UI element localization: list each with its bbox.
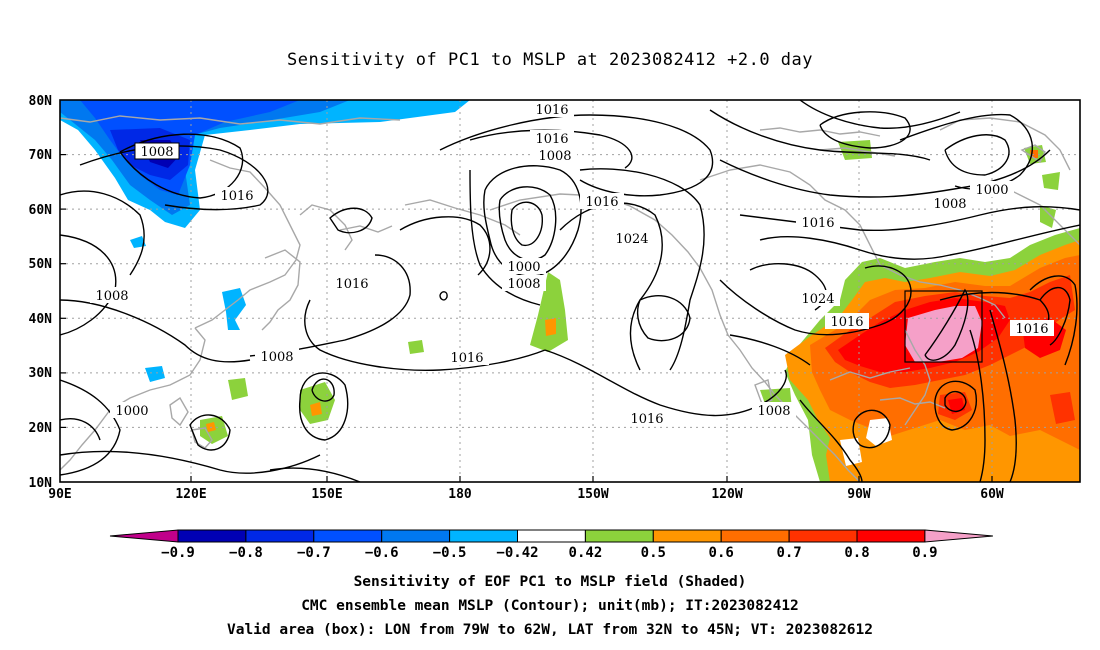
contour-label: 1016 <box>1015 322 1048 337</box>
contour-label: 1008 <box>260 350 293 365</box>
contour-label: 1016 <box>585 195 618 210</box>
lon-label-120w: 120W <box>711 487 742 502</box>
lat-label-20n: 20N <box>29 421 53 436</box>
lat-label-10n: 10N <box>29 476 53 491</box>
lat-label-40n: 40N <box>29 312 53 327</box>
lon-label-120e: 120E <box>175 487 206 502</box>
contour-label: 1000 <box>115 404 148 419</box>
contour-label: 1016 <box>830 315 863 330</box>
lon-label-150w: 150W <box>577 487 608 502</box>
colorbar-arrow-low <box>109 529 179 543</box>
contour-label: 1008 <box>507 277 540 292</box>
colorbar-tick-label: −0.5 <box>433 545 467 561</box>
lat-label-30n: 30N <box>29 366 53 381</box>
colorbar-segment <box>856 529 926 543</box>
lat-lon-grid <box>60 100 1080 482</box>
colorbar-segment <box>449 529 519 543</box>
contour-label: 1016 <box>630 412 663 427</box>
contour-label: 1000 <box>507 260 540 275</box>
contour-label: 1024 <box>801 292 834 307</box>
lat-label-70n: 70N <box>29 148 53 163</box>
colorbar-tick-label: 0.5 <box>641 545 666 561</box>
caption-line-2: CMC ensemble mean MSLP (Contour); unit(m… <box>301 598 799 614</box>
contour-label: 1016 <box>535 132 568 147</box>
lat-label-60n: 60N <box>29 203 53 218</box>
colorbar-tick-label: −0.7 <box>297 545 331 561</box>
colorbar: −0.9 −0.8 −0.7 −0.6 −0.5 −0.42 0.42 0.5 0.6 0.7 0.… <box>109 529 993 561</box>
colorbar-tick-label: −0.8 <box>229 545 263 561</box>
contour-label: 1000 <box>975 183 1008 198</box>
contour-label: 1008 <box>933 197 966 212</box>
contour-label: 1008 <box>95 289 128 304</box>
colorbar-tick-label: 0.7 <box>776 545 801 561</box>
map-frame <box>59 99 1081 483</box>
colorbar-segment <box>245 529 315 543</box>
contour-label: 1008 <box>757 404 790 419</box>
colorbar-tick-label: 0.9 <box>912 545 937 561</box>
colorbar-tick-label: −0.6 <box>365 545 399 561</box>
caption-line-1: Sensitivity of EOF PC1 to MSLP field (Sh… <box>353 574 747 590</box>
contour-label: 1016 <box>450 351 483 366</box>
colorbar-segment <box>584 529 654 543</box>
contour-label: 1016 <box>220 189 253 204</box>
lon-label-150e: 150E <box>311 487 342 502</box>
lat-label-80n: 80N <box>29 94 53 109</box>
valid-area-box <box>904 290 983 363</box>
contour-label: 1008 <box>140 145 173 160</box>
colorbar-segment <box>381 529 451 543</box>
mslp-contours <box>60 100 1080 482</box>
colorbar-tick-label: 0.8 <box>844 545 869 561</box>
colorbar-tick-label: 0.42 <box>569 545 603 561</box>
colorbar-segment <box>652 529 722 543</box>
colorbar-segment <box>313 529 383 543</box>
contour-label: 1016 <box>335 277 368 292</box>
colorbar-segment <box>517 529 586 543</box>
lon-label-90w: 90W <box>847 487 871 502</box>
contour-label: 1016 <box>535 103 568 118</box>
contour-label: 1024 <box>615 232 648 247</box>
lon-label-60w: 60W <box>980 487 1004 502</box>
colorbar-segment <box>720 529 790 543</box>
contour-label: 1016 <box>801 216 834 231</box>
lon-label-180: 180 <box>448 487 472 502</box>
lon-label-90e: 90E <box>48 487 71 502</box>
colorbar-tick-label: −0.42 <box>496 545 538 561</box>
colorbar-segment <box>177 529 247 543</box>
tick-marks <box>60 154 993 482</box>
caption-line-3: Valid area (box): LON from 79W to 62W, L… <box>226 622 873 638</box>
colorbar-arrow-high <box>924 529 993 543</box>
lat-label-50n: 50N <box>29 257 53 272</box>
colorbar-tick-label: −0.9 <box>161 545 195 561</box>
colorbar-segment <box>788 529 858 543</box>
map-title: Sensitivity of PC1 to MSLP at 2023082412… <box>286 50 813 70</box>
contour-label: 1008 <box>538 149 571 164</box>
colorbar-tick-label: 0.6 <box>709 545 734 561</box>
